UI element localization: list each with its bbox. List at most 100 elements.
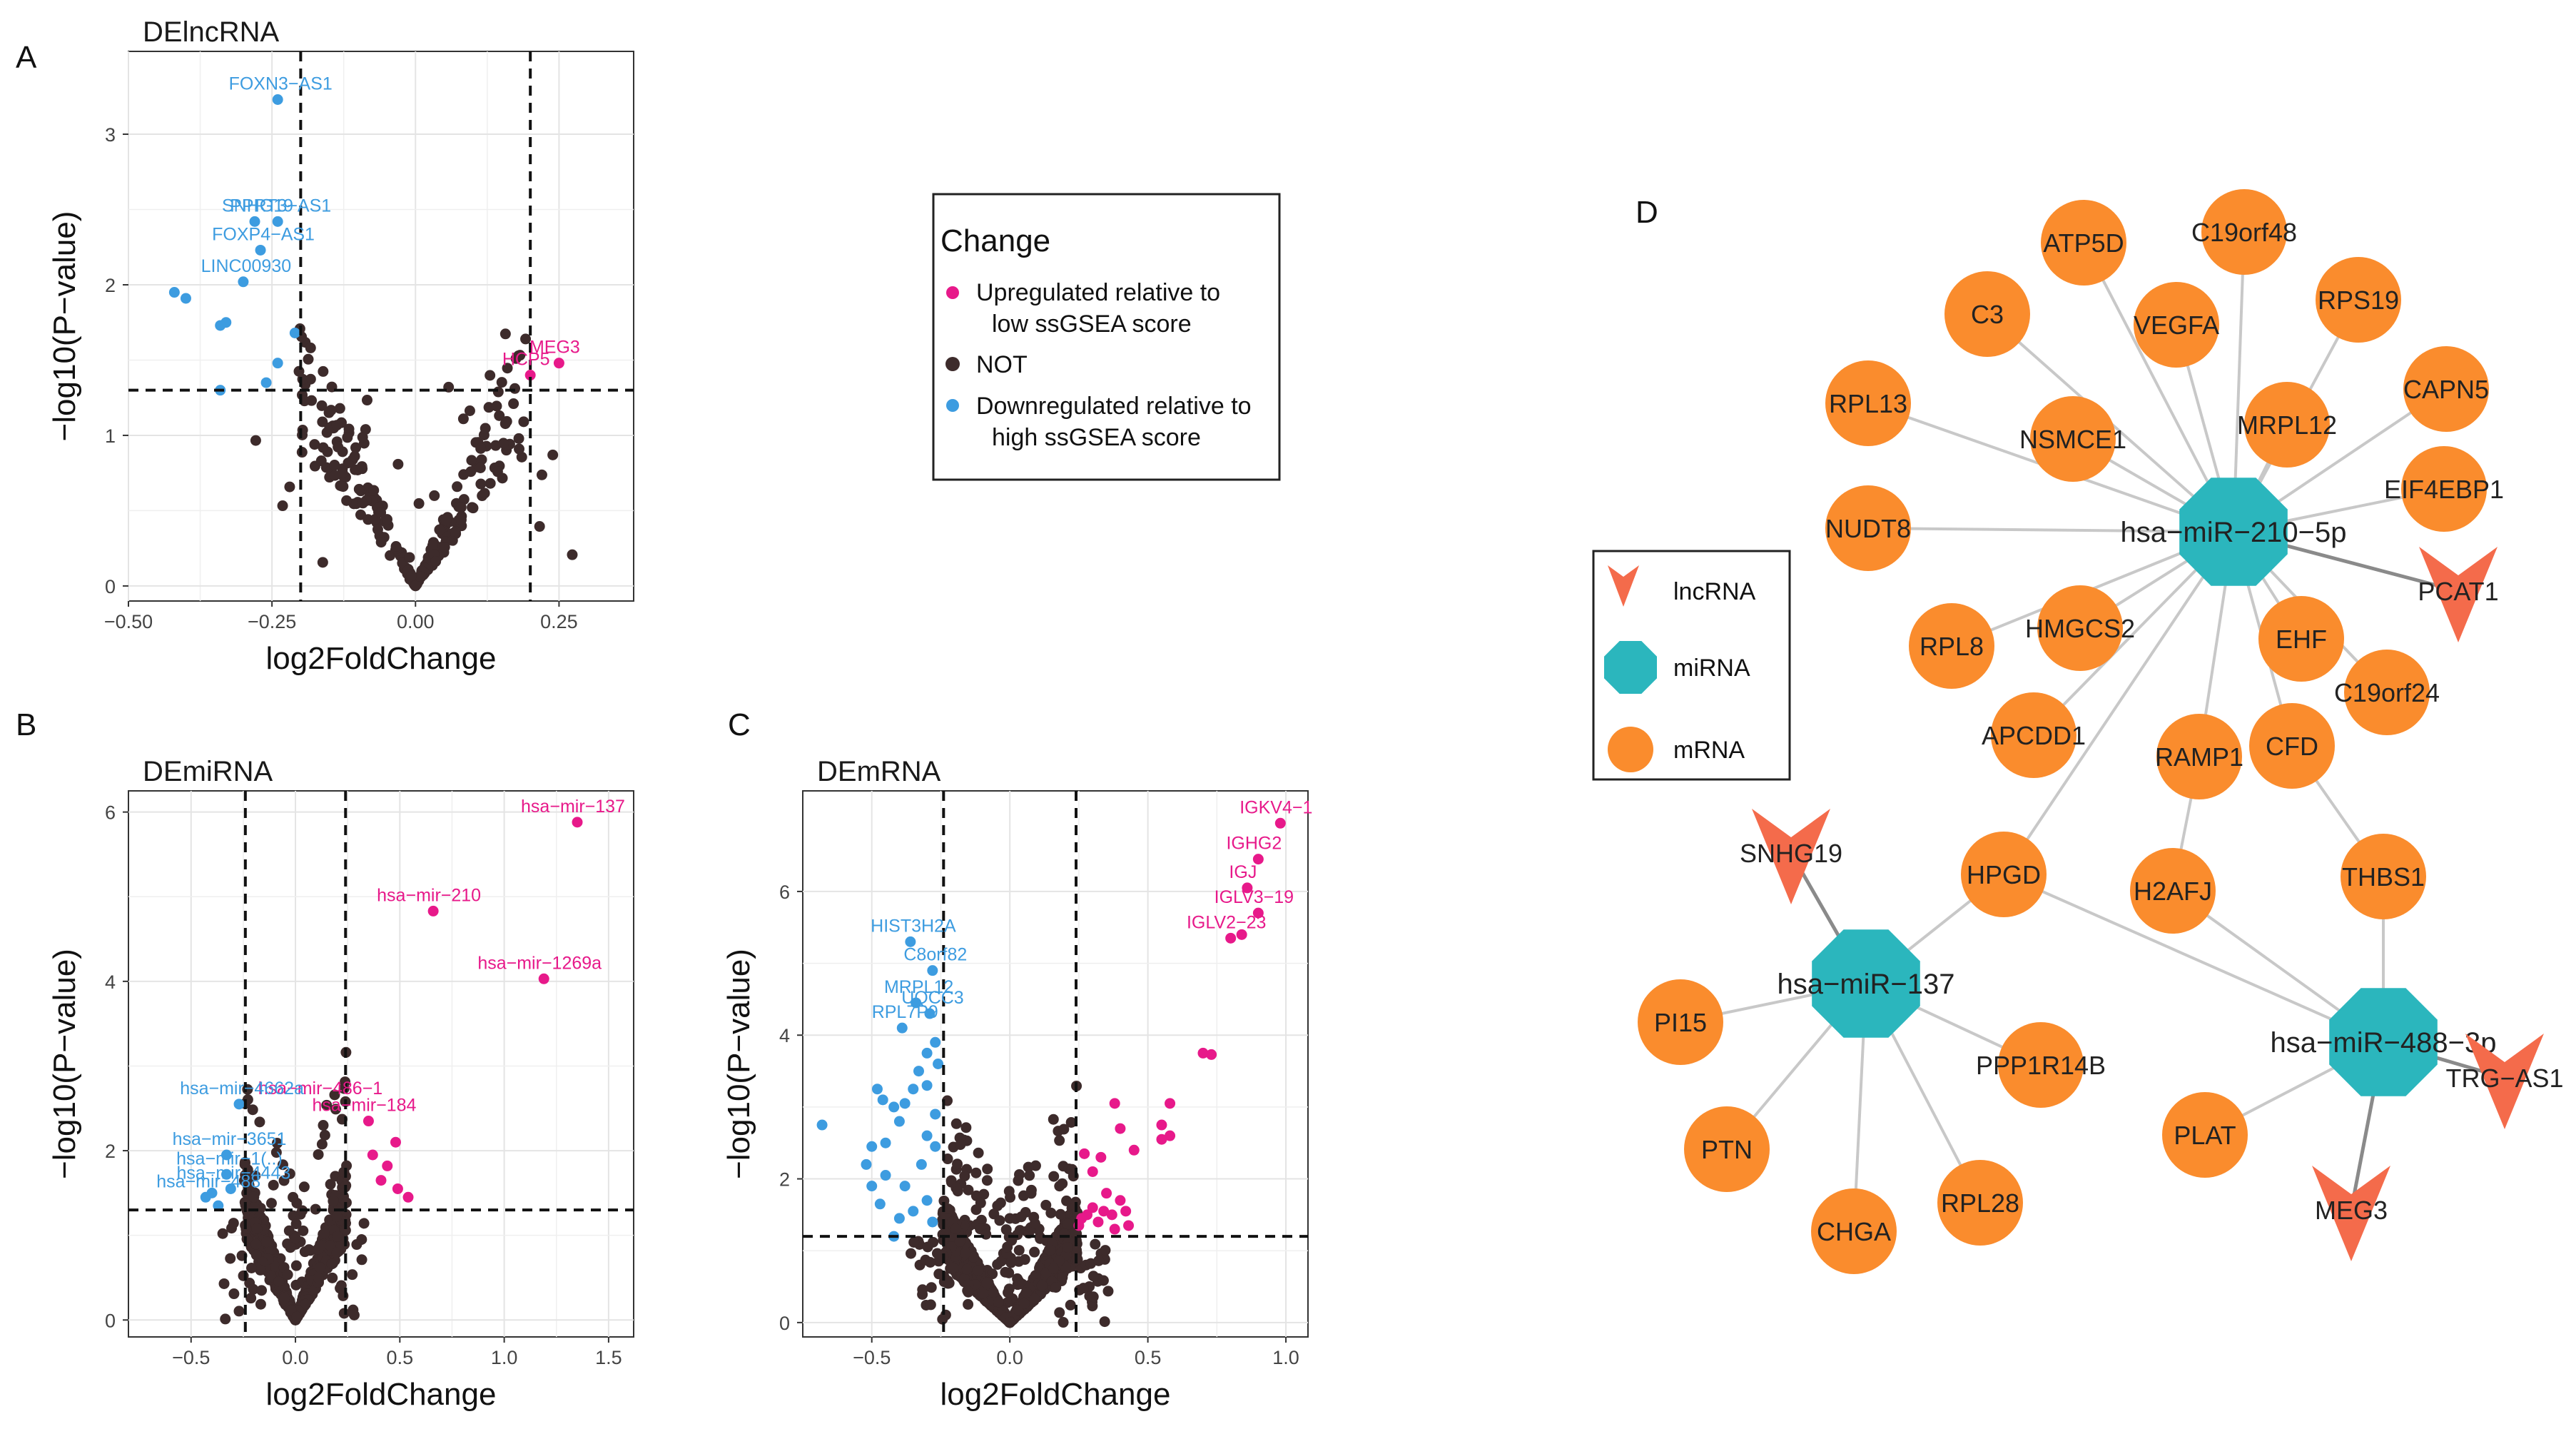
nonsignificant-point [309,439,320,450]
nonsignificant-point [282,1269,293,1281]
nonsignificant-point [534,521,545,532]
mrna-node-label: PLAT [2174,1121,2236,1150]
mirna-node-label: hsa−miR−210−5p [2121,517,2347,548]
nonsignificant-point [1062,1241,1073,1253]
downregulated-point [233,1099,245,1110]
downregulated-point [899,1181,911,1192]
nonsignificant-point [1045,1207,1057,1218]
downregulated-point [180,293,191,304]
lncrna-node [2465,1034,2544,1129]
nonsignificant-point [917,1284,928,1296]
network-nodes: ATP5D C19orf48 C3 VEGFA RPS19 RPL13 NSMCE1 MRPL… [1638,189,2564,1274]
nonsignificant-point [254,1116,265,1128]
nonsignificant-point [485,478,496,489]
mrna-node-label: VEGFA [2134,310,2219,340]
mrna-node [1998,1022,2084,1108]
nonsignificant-point [1061,1195,1073,1206]
nonsignificant-point [1036,1280,1048,1291]
nonsignificant-point [455,514,467,525]
nonsignificant-point [293,365,305,377]
mrna-node [2403,346,2489,432]
nonsignificant-point [450,526,461,537]
downregulated-gene-label: SNHG19 [222,196,293,216]
downregulated-point [168,287,180,298]
upregulated-point [1079,1148,1090,1159]
downregulated-gene-label: hsa−mir−488 [156,1171,260,1191]
upregulated-gene-label: MEG3 [529,338,580,358]
nonsignificant-point [381,514,392,525]
upregulated-gene-label: IGKV4−1 [1239,797,1312,817]
upregulated-point [427,905,439,917]
x-tick-label: 0.25 [540,611,578,632]
panel-d-label: D [1636,195,1658,230]
downregulated-gene-label: UQCC3 [901,988,964,1008]
mrna-node-label: RPL13 [1829,389,1907,418]
nonsignificant-point [1025,1188,1037,1199]
nonsignificant-point [392,458,404,470]
nonsignificant-point [265,1198,277,1209]
downregulated-point [930,1109,941,1120]
nonsignificant-point [926,1282,937,1293]
nonsignificant-point [494,410,505,421]
nonsignificant-point [331,1247,343,1258]
y-axis-label-c: −log10(P−value) [721,949,756,1179]
nonsignificant-point [328,1196,339,1207]
nonsignificant-point [567,549,578,560]
nonsignificant-point [518,416,529,428]
nonsignificant-point [340,1076,351,1088]
x-tick-label: −0.25 [248,611,296,632]
mrna-node-label: C19orf48 [2191,218,2297,247]
y-tick-label: 6 [779,882,790,903]
nonsignificant-point [970,1167,982,1178]
nonsignificant-point [434,524,445,535]
upregulated-gene-label: HCP5 [502,350,550,370]
nonsignificant-point [341,495,353,506]
nonsignificant-point [968,1251,979,1263]
mrna-node-label: CAPN5 [2403,375,2489,404]
nonsignificant-point [1021,1287,1033,1298]
mrna-node [2037,585,2123,671]
nonsignificant-point [988,1287,999,1298]
nonsignificant-point [233,1306,245,1317]
nonsignificant-point [357,432,368,443]
nonsignificant-point [246,1262,258,1273]
upregulated-point [524,370,536,381]
nonsignificant-point [1019,1254,1030,1266]
upregulated-point [1095,1151,1107,1163]
legend-down-line2: high ssGSEA score [992,424,1201,451]
downregulated-point [880,1170,891,1181]
y-tick-label: 4 [105,971,116,993]
nonsignificant-point [250,435,261,446]
nonsignificant-point [350,442,362,453]
downregulated-gene-label: hsa−mir−4662a [180,1079,304,1099]
nonsignificant-point [405,570,417,582]
nonsignificant-point [950,1223,961,1234]
downregulated-point [888,1101,900,1113]
nonsignificant-point [963,1184,974,1196]
downregulated-point [215,320,226,331]
nonsignificant-point [476,454,487,465]
mrna-node [2201,189,2287,275]
upregulated-gene-label: IGJ [1229,862,1257,882]
nonsignificant-point [1024,1170,1035,1181]
nonsignificant-point [440,514,452,525]
nonsignificant-point [427,540,438,551]
nonsignificant-point [943,1203,954,1215]
mrna-node-label: APCDD1 [1982,721,2086,750]
nonsignificant-point [261,1236,273,1248]
nonsignificant-point [1070,1244,1082,1256]
x-axis-label-b: log2FoldChange [266,1377,497,1412]
downregulated-point [272,216,283,227]
y-axis-label-b: −log10(P−value) [47,949,82,1179]
lncrna-node [1752,809,1830,904]
nonsignificant-point [315,1262,326,1273]
nonsignificant-point [347,1269,358,1281]
downregulated-point [911,997,922,1009]
mrna-node-label: C3 [1971,300,2004,329]
nonsignificant-point [247,1104,258,1116]
nonsignificant-point [358,498,369,509]
nonsignificant-point [298,1181,310,1193]
nonsignificant-point [1054,1307,1065,1318]
nonsignificant-point [356,461,367,473]
